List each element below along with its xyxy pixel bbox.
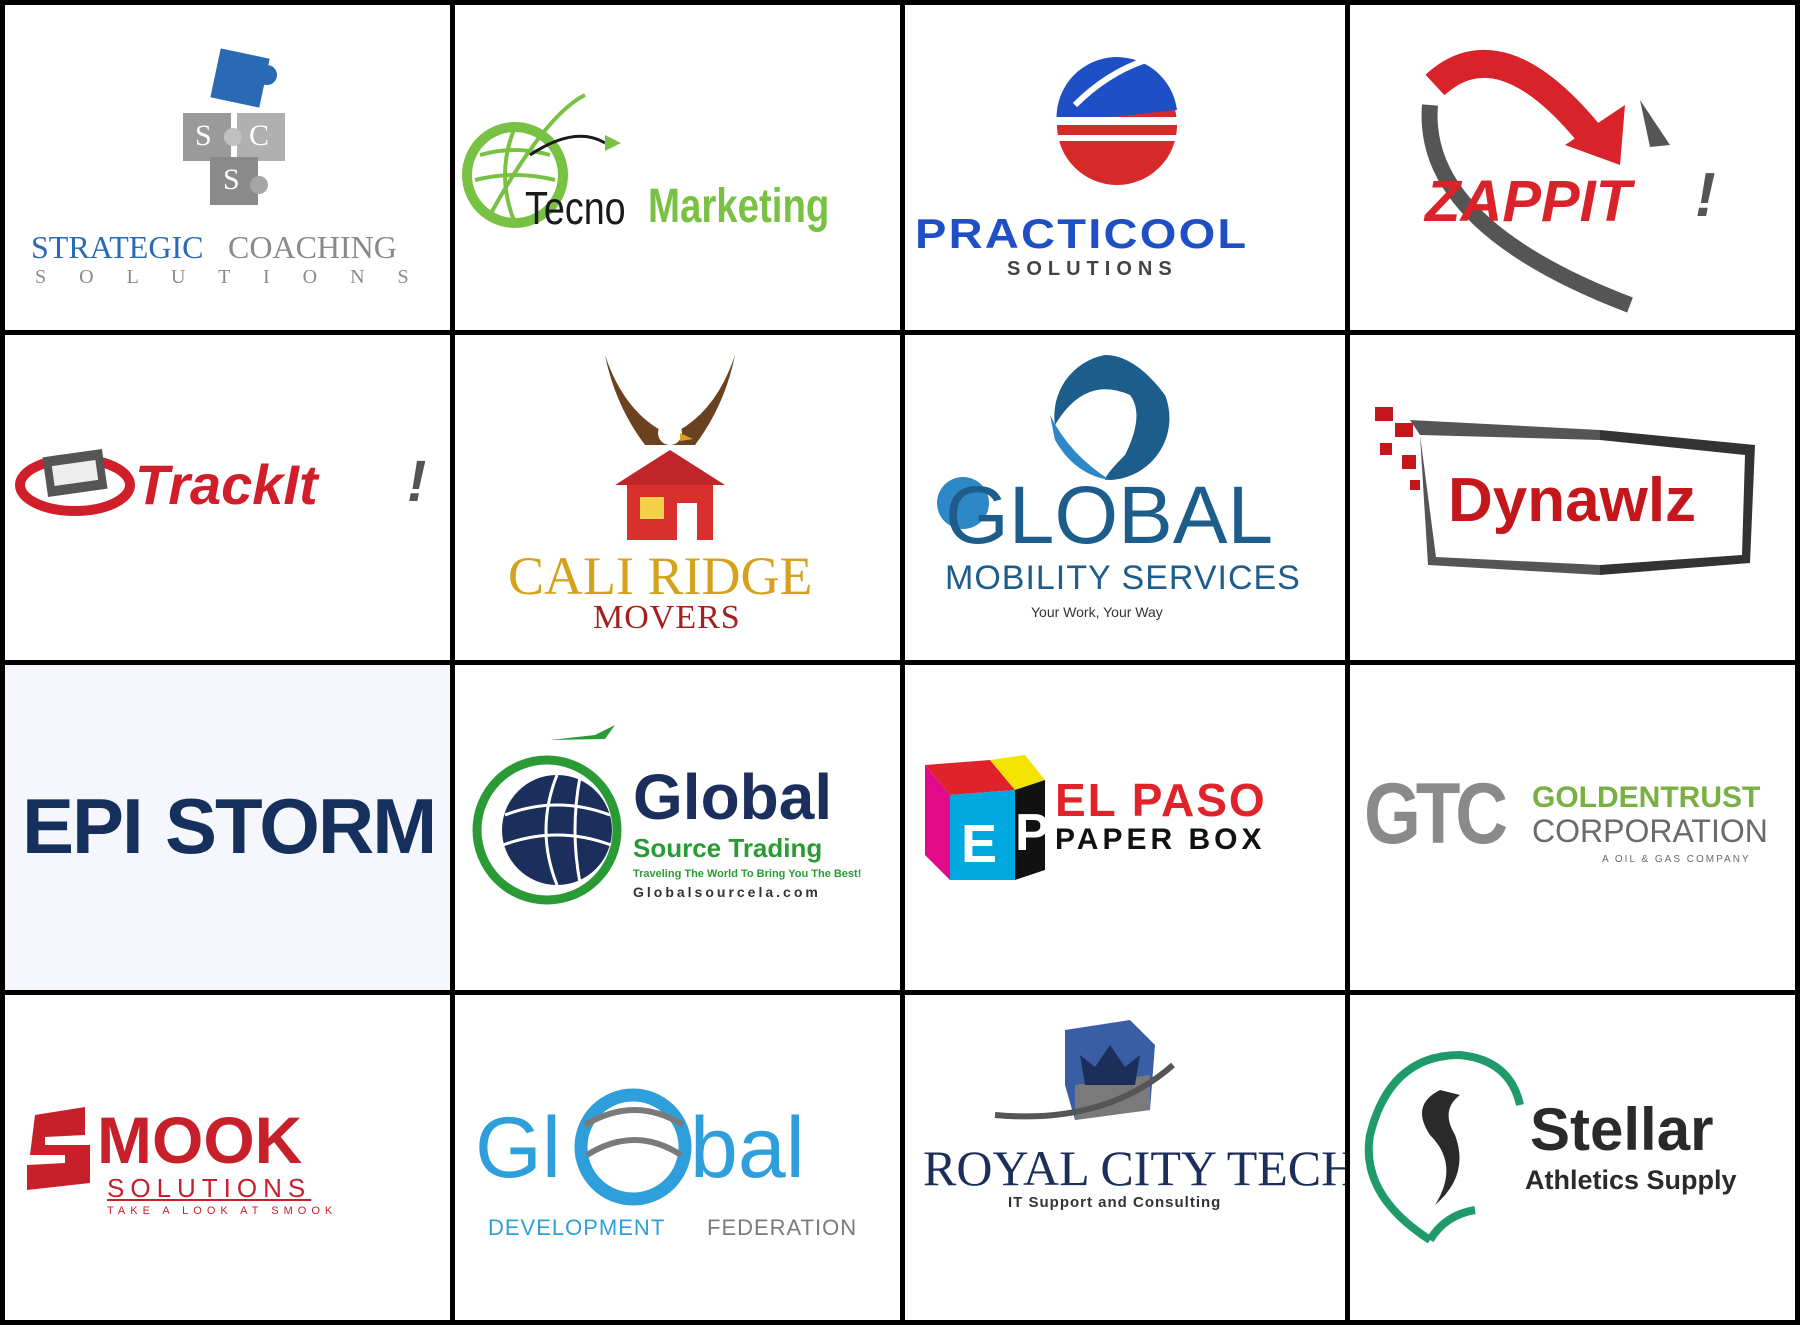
monogram-c: C: [249, 119, 270, 152]
s-ribbon-icon: [27, 1107, 90, 1190]
logo-line1: GLOBAL: [945, 470, 1274, 561]
monogram-s2: S: [223, 163, 240, 196]
puzzle-icon: [183, 48, 285, 205]
logo-line2: MOBILITY SERVICES: [945, 559, 1301, 597]
logo-cell-smook: MOOK SOLUTIONS TAKE A LOOK AT SMOOK: [5, 995, 450, 1320]
logo-cell-goldentrust: GTC GOLDENTRUST CORPORATION A OIL & GAS …: [1350, 665, 1795, 990]
globe-plane-icon: [472, 725, 622, 905]
logo-part2: STORM: [165, 782, 437, 870]
logo-url: Globalsourcela.com: [633, 884, 821, 900]
logo-line2: SOLUTIONS: [107, 1173, 312, 1203]
logo-part2: bal: [690, 1100, 805, 1196]
logo-cell-stellar: Stellar Athletics Supply: [1350, 995, 1795, 1320]
logo-line2: MOVERS: [593, 599, 741, 636]
logo-line1: EL PASO: [1055, 774, 1267, 826]
logo-mono1: E: [961, 814, 998, 874]
logo-line1: PRACTICOOL: [915, 210, 1249, 257]
logo-name: TrackIt: [135, 453, 318, 516]
swan-bubble-icon: [1364, 1050, 1524, 1244]
globe-arc-icon: [574, 1088, 692, 1206]
logo-name: ZAPPIT: [1425, 169, 1632, 234]
logo-mark: !: [1695, 161, 1716, 230]
monogram-s1: S: [195, 119, 212, 152]
logo-cell-global-source: Global Source Trading Traveling The Worl…: [455, 665, 900, 990]
logo-line2: Athletics Supply: [1525, 1165, 1737, 1195]
logo-part1: EPI: [22, 782, 144, 870]
logo-line1: ROYAL CITY TECH: [923, 1140, 1345, 1196]
logo-line2: S O L U T I O N S: [35, 266, 423, 288]
logo-cell-epistorm: EPI STORM: [5, 665, 450, 990]
logo-cell-global-mobility: GLOBAL MOBILITY SERVICES Your Work, Your…: [905, 335, 1345, 660]
logo-mark: !: [407, 449, 427, 514]
cube-icon: [925, 755, 1045, 880]
logo-mono2: P: [1015, 804, 1050, 862]
logo-line2: CORPORATION: [1532, 813, 1768, 849]
logo-name: Dynawlz: [1448, 466, 1697, 535]
logo-cell-zappit: ZAPPIT !: [1350, 5, 1795, 330]
logo-cell-global-development: Gl bal DEVELOPMENT FEDERATION: [455, 995, 900, 1320]
swirl-icon: [937, 355, 1170, 529]
logo-name: MOOK: [97, 1103, 303, 1177]
logo-cell-royal-city: ROYAL CITY TECH IT Support and Consultin…: [905, 995, 1345, 1320]
logo-line2a: DEVELOPMENT: [488, 1215, 666, 1240]
pixel-frame-icon: [1375, 407, 1755, 575]
arrow-swoosh-icon: [1421, 49, 1670, 313]
logo-cell-strategic-coaching: S C S STRATEGIC COACHING S O L U T I O N…: [5, 5, 450, 330]
logo-cell-trackit: TrackIt !: [5, 335, 450, 660]
logo-tagline: Traveling The World To Bring You The Bes…: [633, 868, 862, 880]
logo-line1b: COACHING: [228, 229, 397, 265]
logo-cell-cali-ridge: CALI RIDGE MOVERS: [455, 335, 900, 660]
logo-line2b: FEDERATION: [707, 1215, 858, 1240]
logo-part1: Tecno: [525, 182, 626, 234]
logo-line1: CALI RIDGE: [508, 546, 813, 606]
logo-mono: GTC: [1364, 766, 1508, 862]
logo-part1: Gl: [475, 1100, 561, 1196]
logo-tagline: A OIL & GAS COMPANY: [1602, 854, 1751, 865]
logo-line1: GOLDENTRUST: [1532, 781, 1761, 814]
logo-line2: SOLUTIONS: [1007, 258, 1178, 280]
logo-line1: Stellar: [1530, 1096, 1714, 1163]
logo-line2: Source Trading: [633, 833, 823, 863]
logo-cell-dynawlz: Dynawlz: [1350, 335, 1795, 660]
crown-shield-icon: [994, 1020, 1175, 1120]
logo-cell-practicool: PRACTICOOL SOLUTIONS: [905, 5, 1345, 330]
swoosh-ball-icon: [1055, 52, 1179, 185]
logo-tagline: IT Support and Consulting: [1008, 1194, 1222, 1211]
logo-line1: Global: [633, 761, 833, 833]
logo-line2: PAPER BOX: [1055, 823, 1266, 856]
envelope-icon: [15, 449, 135, 516]
logo-line1a: STRATEGIC: [31, 229, 204, 265]
globe-icon: [462, 93, 621, 228]
eagle-house-icon: [605, 355, 735, 540]
logo-cell-el-paso: E P EL PASO PAPER BOX: [905, 665, 1345, 990]
logo-cell-tecno-marketing: Tecno Marketing: [455, 5, 900, 330]
logo-tagline: TAKE A LOOK AT SMOOK: [107, 1205, 338, 1217]
logo-tagline: Your Work, Your Way: [1031, 604, 1163, 620]
logo-part2: Marketing: [648, 180, 830, 233]
